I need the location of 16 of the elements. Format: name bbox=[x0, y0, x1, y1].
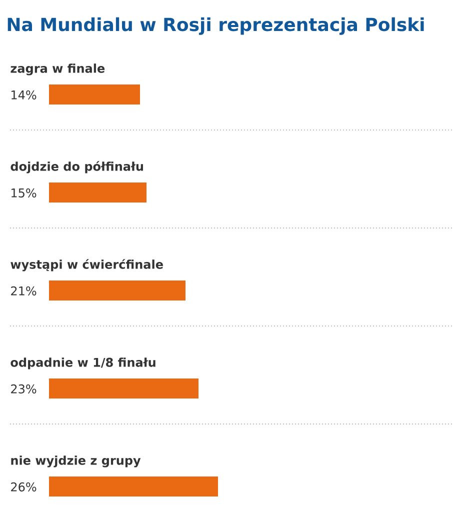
bar bbox=[49, 378, 198, 399]
data-label: 14% bbox=[12, 90, 36, 100]
bar bbox=[49, 476, 218, 497]
y-tick-label: zagra w finale bbox=[10, 64, 105, 76]
data-label: 23% bbox=[11, 384, 36, 394]
bar bbox=[49, 280, 186, 301]
y-tick-label: odpadnie w 1/8 finału bbox=[10, 358, 156, 370]
y-tick-label: wystąpi w ćwierćfinale bbox=[10, 259, 163, 272]
y-tick-label: nie wyjdzie z grupy bbox=[11, 456, 141, 468]
bar bbox=[49, 182, 146, 202]
data-label: 21% bbox=[11, 286, 36, 296]
bar bbox=[49, 84, 140, 104]
data-label: 15% bbox=[12, 188, 36, 198]
data-label: 26% bbox=[11, 482, 36, 492]
y-tick-label: dojdzie do półfinału bbox=[10, 161, 143, 174]
chart-title: Na Mundialu w Rosji reprezentacja Polski bbox=[8, 17, 424, 35]
